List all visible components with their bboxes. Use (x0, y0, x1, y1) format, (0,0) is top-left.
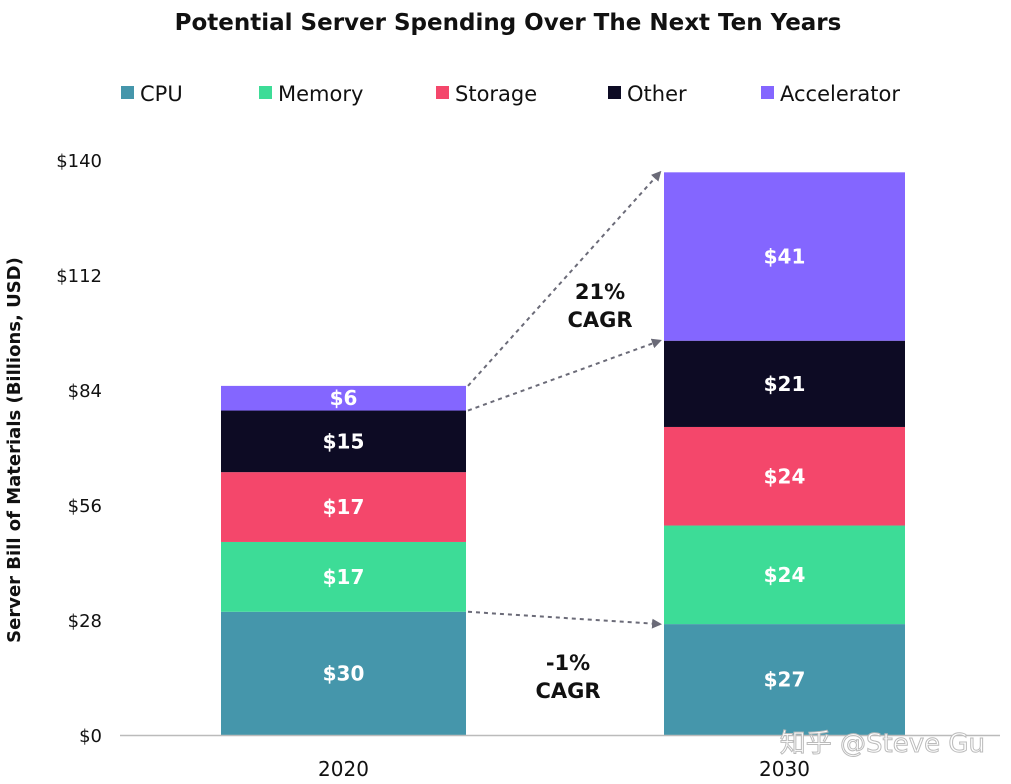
legend-swatch-other (608, 86, 621, 99)
data-label: $6 (330, 386, 358, 410)
bar-storage-2020 (221, 472, 466, 542)
data-label: $17 (323, 495, 365, 519)
cagr-arrow (467, 338, 662, 412)
bar-memory-2030 (664, 525, 905, 625)
bar-cpu-2030 (664, 624, 905, 735)
bar-other-2020 (221, 410, 466, 473)
y-tick-label: $0 (79, 726, 102, 747)
data-label: $21 (764, 372, 806, 396)
legend-label-accelerator: Accelerator (780, 82, 900, 106)
data-label: $41 (764, 245, 806, 269)
bar-accelerator-2030 (664, 172, 905, 341)
x-tick-label: 2030 (759, 757, 810, 781)
data-label: $24 (764, 464, 806, 488)
bar-cpu-2020 (221, 611, 466, 735)
cagr-annotation: CAGR (535, 679, 600, 703)
cagr-arrow (467, 610, 662, 629)
cagr-annotation: CAGR (567, 308, 632, 332)
legend: CPU Memory Storage Other Accelerator (121, 82, 900, 106)
bar-memory-2020 (221, 541, 466, 612)
legend-label-memory: Memory (278, 82, 363, 106)
annotations: 21% CAGR -1% CAGR (467, 170, 662, 703)
cagr-annotation: -1% (546, 651, 590, 675)
y-tick-label: $28 (68, 611, 102, 632)
watermark: 知乎 @Steve Gu (780, 729, 985, 759)
x-tick-label: 2020 (318, 757, 369, 781)
bars: $30 $17 $17 $15 $6 $27 $24 $24 $21 $41 (221, 172, 905, 735)
y-tick-label: $84 (68, 381, 102, 402)
y-tick-label: $140 (56, 151, 102, 172)
legend-label-other: Other (627, 82, 687, 106)
legend-swatch-memory (259, 86, 272, 99)
chart-title: Potential Server Spending Over The Next … (175, 10, 842, 36)
y-tick-label: $56 (68, 496, 102, 517)
data-label: $27 (764, 668, 806, 692)
x-axis: 2020 2030 (318, 757, 810, 781)
data-label: $30 (323, 661, 365, 685)
bar-accelerator-2020 (221, 385, 466, 411)
legend-swatch-storage (436, 86, 449, 99)
cagr-arrow (467, 170, 662, 387)
bar-storage-2030 (664, 426, 905, 526)
legend-swatch-accelerator (761, 86, 774, 99)
legend-swatch-cpu (121, 86, 134, 99)
data-label: $17 (323, 565, 365, 589)
data-label: $24 (764, 563, 806, 587)
y-axis-label: Server Bill of Materials (Billions, USD) (4, 257, 25, 643)
data-label: $15 (323, 429, 365, 453)
legend-label-cpu: CPU (140, 82, 183, 106)
y-tick-label: $112 (56, 266, 102, 287)
y-axis: $0 $28 $56 $84 $112 $140 (56, 151, 102, 747)
cagr-annotation: 21% (575, 280, 625, 304)
bar-other-2030 (664, 340, 905, 427)
legend-label-storage: Storage (455, 82, 537, 106)
